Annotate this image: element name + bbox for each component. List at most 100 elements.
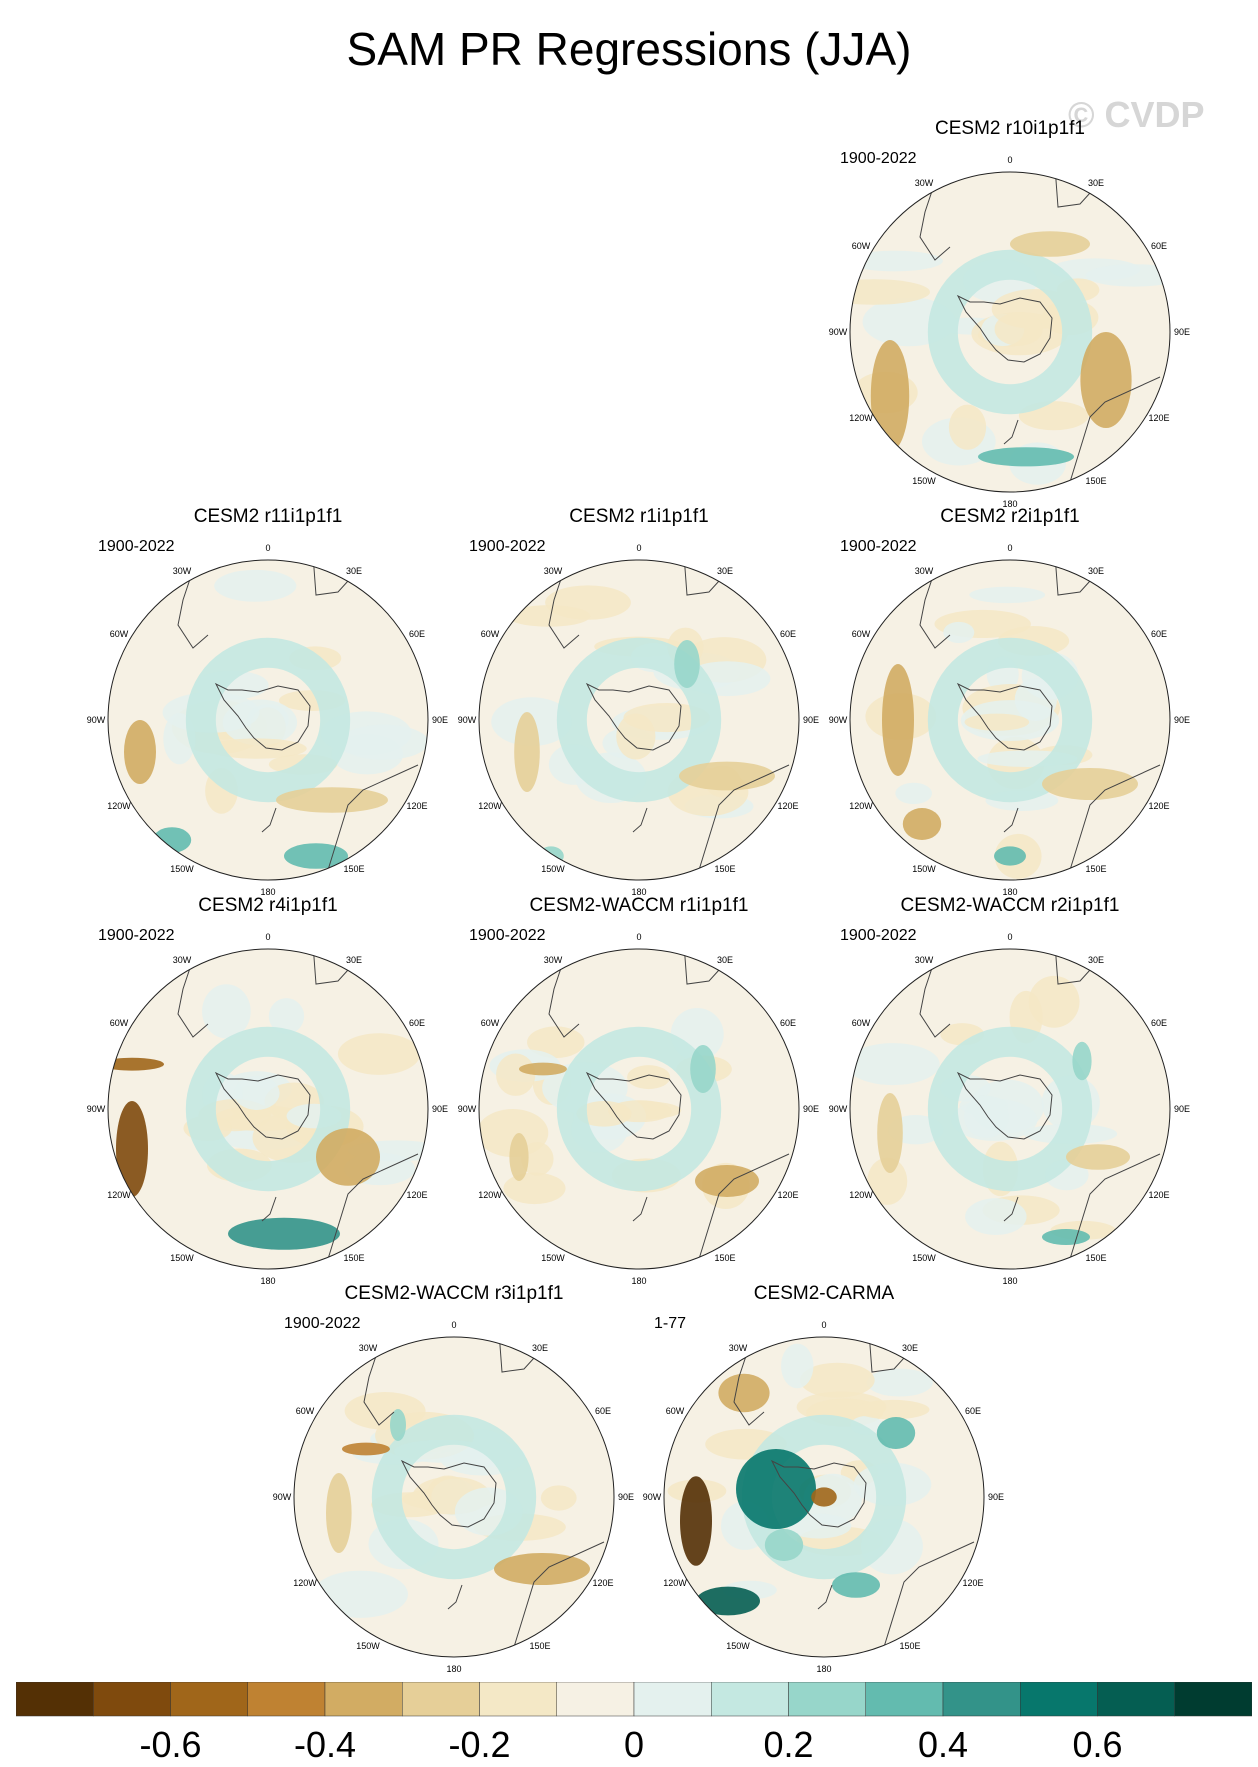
polar-map: 0 30E 60E 90E 120E 150E 180 150W 120W 90W 60W 30W — [829, 932, 1190, 1286]
colorbar-swatch — [402, 1682, 480, 1717]
longitude-label: 120E — [406, 1190, 427, 1200]
longitude-label: 30W — [544, 955, 563, 965]
australia-coastline — [1069, 376, 1161, 483]
anomaly-patch — [850, 279, 930, 305]
longitude-label: 150W — [912, 1253, 936, 1263]
anomaly-patch — [152, 827, 192, 853]
australia-coastline — [327, 1153, 419, 1260]
colorbar-swatch — [865, 1682, 944, 1717]
anomaly-patch — [850, 1043, 940, 1086]
antarctica-coastline — [956, 294, 1053, 363]
anomaly-patch — [268, 998, 305, 1035]
longitude-label: 0 — [1007, 932, 1012, 942]
new-zealand-coastline — [632, 807, 648, 833]
longitude-label: 30E — [717, 955, 733, 965]
longitude-label: 120E — [777, 801, 798, 811]
anomaly-patch — [964, 713, 1030, 731]
anomaly-patch — [576, 1101, 632, 1127]
panel-period: 1900-2022 — [840, 538, 917, 555]
page-title: SAM PR Regressions (JJA) — [346, 23, 912, 75]
longitude-label: 120W — [107, 801, 131, 811]
colorbar-swatch — [479, 1682, 557, 1717]
longitude-label: 150E — [343, 864, 364, 874]
anomaly-patch — [496, 1053, 536, 1096]
australia-coastline — [513, 1541, 605, 1648]
south-america-coastline — [548, 949, 580, 1038]
new-zealand-coastline — [1003, 419, 1019, 445]
panel-title: CESM2 r2i1p1f1 — [940, 506, 1080, 527]
south-america-coastline — [919, 949, 951, 1038]
longitude-label: 30W — [173, 955, 192, 965]
longitude-label: 30W — [173, 566, 192, 576]
longitude-label: 60E — [965, 1406, 981, 1416]
anomaly-patch — [1042, 768, 1138, 800]
panel-title: CESM2-CARMA — [753, 1283, 895, 1304]
map-panel: CESM2 r4i1p1f1 1900-2022 0 30E 60E 90E 120E 150… — [87, 895, 448, 1287]
anomaly-patch — [284, 843, 348, 869]
longitude-label: 150E — [529, 1641, 550, 1651]
anomaly-patch — [1014, 678, 1057, 722]
longitude-label: 180 — [1002, 887, 1017, 897]
longitude-label: 30E — [346, 955, 362, 965]
longitude-label: 0 — [1007, 155, 1012, 165]
anomaly-patch — [948, 404, 987, 450]
longitude-label: 0 — [265, 543, 270, 553]
anomaly-patch — [994, 846, 1026, 866]
circumpolar-ring — [927, 1026, 1093, 1192]
map-border — [849, 559, 1171, 881]
circumpolar-ring — [927, 637, 1093, 803]
map-border — [663, 1336, 985, 1658]
polar-map: 0 30E 60E 90E 120E 150E 180 150W 120W 90W 60W 30W — [87, 543, 448, 897]
anomaly-patch — [342, 1442, 390, 1456]
anomaly-patch — [674, 640, 700, 688]
longitude-label: 90W — [829, 327, 848, 337]
longitude-label: 60E — [409, 1018, 425, 1028]
map-panel: CESM2 r1i1p1f1 1900-2022 0 30E 60E 90E 120E 150… — [458, 506, 819, 898]
colorbar-swatch — [170, 1682, 248, 1717]
panel-title: CESM2 r4i1p1f1 — [198, 895, 338, 916]
longitude-label: 90E — [803, 715, 819, 725]
longitude-label: 120E — [592, 1578, 613, 1588]
anomaly-patch — [326, 1473, 352, 1553]
new-zealand-coastline — [261, 1196, 277, 1222]
australia-coastline — [1069, 1153, 1161, 1260]
anomaly-patch — [1085, 264, 1170, 287]
longitude-label: 0 — [265, 932, 270, 942]
longitude-label: 30W — [359, 1343, 378, 1353]
map-panel: CESM2-CARMA 1-77 0 30E 60E 90E 120E 150E 180 150W… — [643, 1283, 1004, 1675]
longitude-label: 90W — [829, 715, 848, 725]
anomaly-patch — [1042, 1229, 1090, 1245]
map-border — [478, 948, 800, 1270]
anomaly-patch — [519, 1062, 567, 1076]
polar-map: 0 30E 60E 90E 120E 150E 180 150W 120W 90W 60W 30W — [87, 932, 448, 1286]
longitude-label: 30E — [346, 566, 362, 576]
longitude-label: 120W — [293, 1578, 317, 1588]
anomaly-patch — [202, 984, 251, 1039]
anomaly-patch — [877, 1093, 903, 1173]
anomaly-patch — [978, 447, 1074, 467]
longitude-label: 120E — [1148, 801, 1169, 811]
anomaly-patch — [895, 782, 932, 805]
anomaly-patch — [690, 1045, 716, 1093]
longitude-label: 90E — [988, 1492, 1004, 1502]
colorbar-swatch — [942, 1682, 1021, 1717]
longitude-label: 60E — [780, 1018, 796, 1028]
anomaly-patch — [207, 738, 307, 759]
anomaly-patch — [108, 1057, 164, 1071]
longitude-label: 90W — [458, 1104, 477, 1114]
colorbar-swatch — [16, 1682, 94, 1717]
anomaly-patch — [718, 1373, 770, 1413]
longitude-label: 120W — [107, 1190, 131, 1200]
map-border — [107, 948, 429, 1270]
longitude-label: 60E — [1151, 1018, 1167, 1028]
longitude-label: 30E — [902, 1343, 918, 1353]
map-border — [293, 1336, 615, 1658]
longitude-label: 60E — [595, 1406, 611, 1416]
colorbar — [16, 1682, 1252, 1717]
colorbar-swatch — [711, 1682, 789, 1717]
map-border — [849, 171, 1171, 493]
panel-period: 1900-2022 — [469, 927, 546, 944]
anomaly-patch — [679, 761, 775, 791]
new-zealand-coastline — [447, 1584, 463, 1610]
anomaly-patch — [811, 1487, 837, 1507]
